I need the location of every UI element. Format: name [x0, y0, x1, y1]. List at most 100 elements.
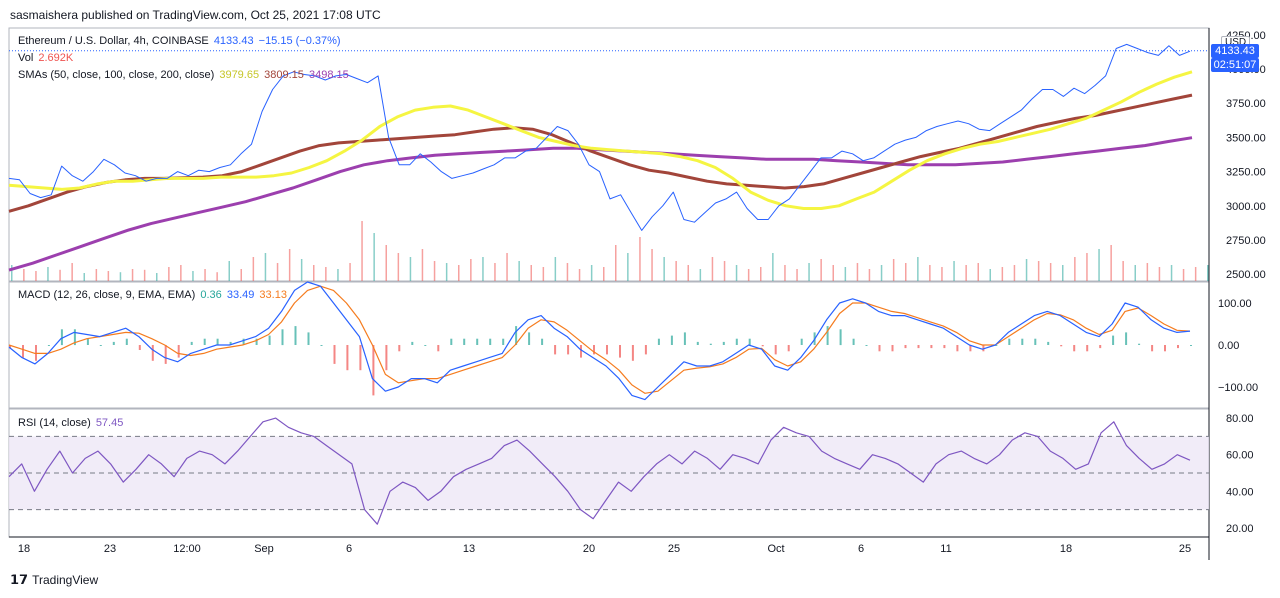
volume-bar	[494, 263, 496, 281]
time-tick-label: 6	[858, 543, 864, 555]
volume-bar	[1086, 253, 1088, 281]
volume-bar	[1134, 265, 1136, 281]
volume-bar	[639, 237, 641, 281]
macd-histogram-bar	[593, 345, 595, 355]
volume-bar	[929, 265, 931, 281]
macd-histogram-bar	[670, 335, 673, 345]
macd-histogram-bar	[735, 338, 738, 345]
volume-bar	[1025, 259, 1028, 281]
macd-histogram-bar	[1034, 338, 1037, 345]
volume-bar	[192, 271, 194, 281]
volume-bar	[107, 271, 110, 281]
countdown-tag: 02:51:07	[1211, 58, 1259, 72]
time-tick-label: 25	[668, 543, 680, 555]
macd-histogram-bar	[761, 345, 764, 347]
volume-bar	[143, 269, 146, 281]
macd-histogram-bar	[1177, 345, 1179, 349]
time-tick-label: 11	[940, 543, 951, 555]
rsi-tick-label: 40.00	[1226, 486, 1254, 498]
macd-histogram-bar	[411, 341, 414, 345]
volume-bar	[156, 273, 158, 281]
macd-histogram-bar	[359, 345, 362, 371]
volume-bar	[1074, 257, 1076, 281]
volume-bar	[1158, 267, 1161, 281]
macd-histogram-bar	[502, 338, 505, 345]
rsi-tick-label: 60.00	[1226, 450, 1254, 462]
volume-bar	[1170, 265, 1173, 281]
volume-bar	[663, 257, 665, 281]
volume-bar	[240, 269, 242, 281]
macd-signal-line	[8, 285, 1191, 394]
volume-bar	[252, 257, 255, 281]
macd-histogram-bar	[748, 338, 751, 345]
macd-histogram-bar	[1138, 343, 1141, 345]
sma100-line	[8, 93, 1193, 213]
rsi-legend: RSI (14, close) 57.45	[18, 417, 125, 429]
volume-bar	[651, 249, 653, 281]
macd-histogram-bar	[969, 345, 972, 352]
macd-histogram-bar	[9, 345, 11, 349]
volume-bar	[868, 269, 871, 281]
volume-bar	[1182, 269, 1185, 281]
volume-bar	[71, 263, 73, 281]
macd-histogram-bar	[463, 338, 466, 345]
volume-bar	[530, 265, 532, 281]
volume-bar	[433, 261, 436, 281]
volume-bar	[518, 261, 520, 281]
macd-histogram-bar	[47, 345, 50, 346]
macd-histogram-bar	[800, 338, 803, 345]
macd-histogram-bar	[1073, 345, 1076, 352]
vol-legend: Vol 2.692K	[18, 52, 75, 64]
volume-bar	[953, 261, 955, 281]
volume-bar	[35, 271, 37, 281]
sma50-line	[8, 70, 1193, 210]
sma200-value: 3498.15	[308, 69, 349, 81]
volume-bar	[784, 265, 786, 281]
volume-bar	[313, 265, 315, 281]
macd-tick-label: 100.00	[1218, 298, 1252, 310]
macd-histogram-bar	[242, 338, 245, 345]
macd-histogram-bar	[255, 338, 258, 345]
volume-bar	[1207, 265, 1209, 281]
macd-histogram-bar	[995, 345, 998, 346]
volume-bar	[83, 273, 85, 281]
macd-histogram-bar	[138, 345, 141, 350]
macd-histogram-bar	[216, 338, 219, 345]
price-tick-label: 3000.00	[1226, 201, 1266, 213]
price-tick-label: 2750.00	[1226, 235, 1266, 247]
volume-bar	[1013, 265, 1016, 281]
price-tick-label: 3750.00	[1226, 98, 1266, 110]
time-tick-label: 6	[346, 543, 352, 555]
macd-histogram-bar	[709, 343, 712, 345]
vol-value: 2.692K	[38, 52, 74, 64]
volume-bar	[482, 257, 484, 281]
volume-bar	[470, 259, 472, 281]
macd-tick-label: −100.00	[1218, 382, 1258, 394]
macd-histogram-bar	[606, 345, 608, 355]
rsi-label: RSI (14, close)	[18, 417, 91, 429]
volume-bar	[711, 257, 714, 281]
macd-histogram-bar	[917, 345, 920, 349]
volume-bar	[1110, 245, 1112, 281]
macd-histogram-bar	[943, 345, 946, 349]
macd-histogram-bar	[1021, 338, 1024, 345]
sma50-value: 3979.65	[219, 69, 260, 81]
volume-bar	[361, 221, 363, 281]
macd-line	[8, 281, 1191, 401]
sma200-line	[8, 136, 1193, 272]
tradingview-logo-icon: 𝟭𝟳	[10, 572, 29, 587]
main-pane-frame	[8, 27, 1210, 282]
volume-bar	[1146, 263, 1149, 281]
volume-bar	[337, 269, 339, 281]
macd-histogram-bar	[1047, 341, 1050, 345]
volume-bar	[264, 253, 267, 281]
macd-label: MACD (12, 26, close, 9, EMA, EMA)	[18, 289, 196, 301]
macd-histogram-bar	[333, 345, 336, 364]
volume-bar	[723, 261, 726, 281]
volume-bar	[119, 272, 122, 281]
macd-histogram-bar	[515, 326, 518, 345]
footer-brand[interactable]: 𝟭𝟳 TradingView	[10, 572, 98, 588]
macd-histogram-bar	[528, 332, 531, 345]
volume-bar	[228, 261, 230, 281]
